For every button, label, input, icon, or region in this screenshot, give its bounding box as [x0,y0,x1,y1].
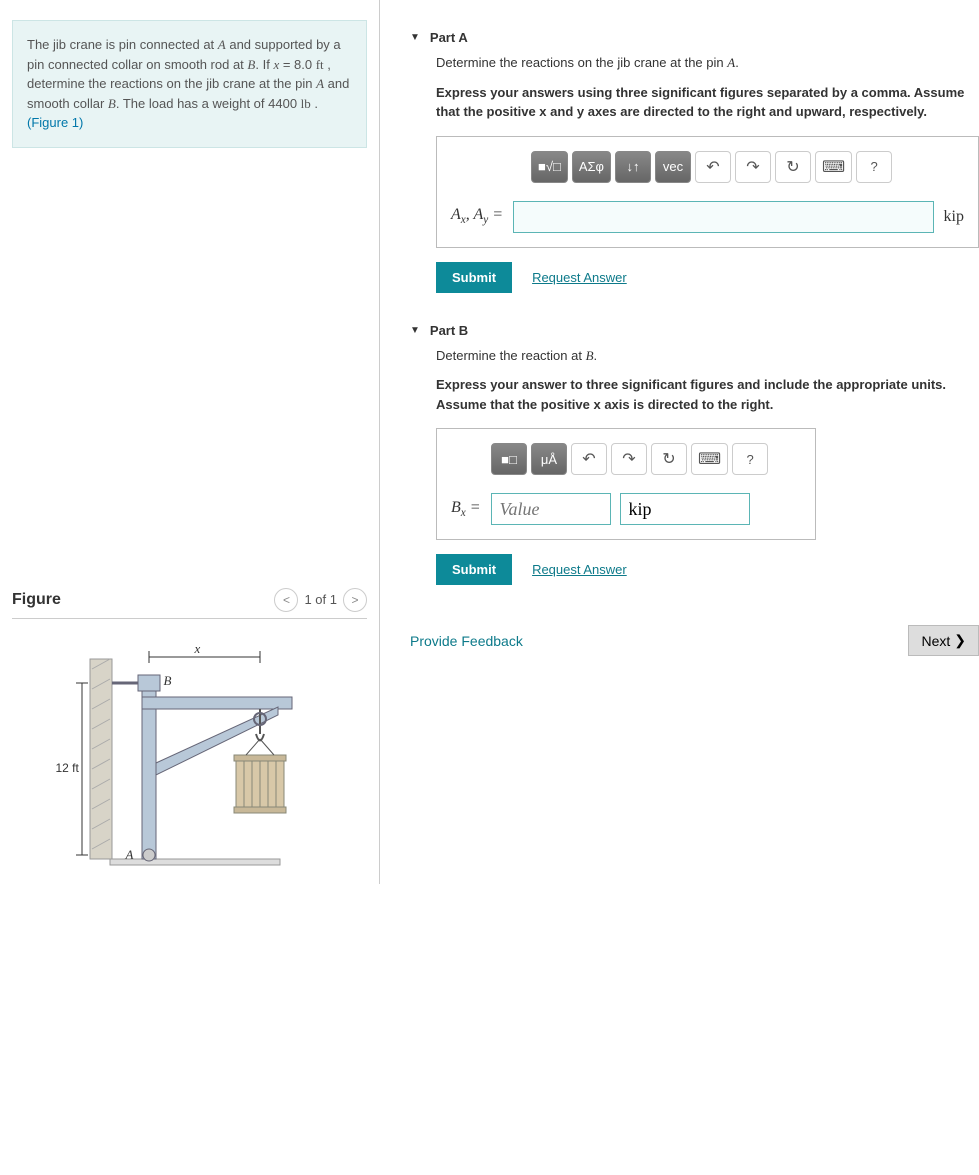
reset-button[interactable]: ↻ [775,151,811,183]
keyboard-button[interactable]: ⌨ [815,151,852,183]
redo-button[interactable]: ↷ [735,151,771,183]
problem-statement: The jib crane is pin connected at A and … [12,20,367,148]
problem-text: . [311,96,318,111]
templates-button[interactable]: ■□ [491,443,527,475]
chevron-right-icon: ❯ [954,632,966,649]
undo-icon: ↶ [582,449,595,469]
var-B: B [108,96,116,111]
undo-button[interactable]: ↶ [571,443,607,475]
reset-icon: ↻ [662,449,675,469]
part-a-request-answer-link[interactable]: Request Answer [532,270,627,285]
problem-text: . If [255,57,273,72]
redo-button[interactable]: ↷ [611,443,647,475]
part-b-question: Determine the reaction at B. [436,346,979,366]
next-button[interactable]: Next ❯ [908,625,979,656]
part-a-answer-input[interactable] [513,201,934,233]
unit-lb: lb [301,96,311,111]
part-b-unit-input[interactable] [620,493,750,525]
caret-down-icon: ▼ [410,325,420,336]
part-a-var-label: Ax, Ay = [451,206,503,226]
var-A: A [218,37,226,52]
part-a-title: Part A [430,30,468,45]
var-A: A [316,76,324,91]
figure-nav: < 1 of 1 > [274,588,367,612]
part-a-unit: kip [944,208,964,226]
figure-link[interactable]: (Figure 1) [27,115,83,130]
part-b-request-answer-link[interactable]: Request Answer [532,562,627,577]
label-12ft: 12 ft [56,761,79,775]
figure-nav-text: 1 of 1 [304,592,337,607]
keyboard-icon: ⌨ [698,449,721,469]
figure-next-button[interactable]: > [343,588,367,612]
part-b-instruction: Express your answer to three significant… [436,375,979,414]
provide-feedback-link[interactable]: Provide Feedback [410,633,523,649]
part-b-answer-box: ■□ μÅ ↶ ↷ ↻ ⌨ ? Bx = [436,428,816,540]
label-x: x [195,641,201,657]
help-button[interactable]: ? [732,443,768,475]
keyboard-button[interactable]: ⌨ [691,443,728,475]
reset-button[interactable]: ↻ [651,443,687,475]
label-B: B [164,673,172,689]
figure-prev-button[interactable]: < [274,588,298,612]
redo-icon: ↷ [746,157,759,177]
redo-icon: ↷ [622,449,635,469]
help-button[interactable]: ? [856,151,892,183]
part-b-var-label: Bx = [451,499,481,519]
unit-ft: ft [316,57,324,72]
vec-button[interactable]: vec [655,151,691,183]
part-a-answer-box: ■√□ ΑΣφ ↓↑ vec ↶ ↷ ↻ ⌨ ? Ax, Ay = kip [436,136,979,248]
problem-text: The jib crane is pin connected at [27,37,218,52]
part-b-submit-button[interactable]: Submit [436,554,512,585]
part-a-instruction: Express your answers using three signifi… [436,83,979,122]
part-a-question: Determine the reactions on the jib crane… [436,53,979,73]
figure-diagram: x B A 12 ft [60,639,320,884]
part-a-submit-button[interactable]: Submit [436,262,512,293]
subsup-button[interactable]: ↓↑ [615,151,651,183]
templates-button[interactable]: ■√□ [531,151,568,183]
label-A: A [126,847,134,863]
part-a-header[interactable]: ▼ Part A [410,0,979,53]
part-b-header[interactable]: ▼ Part B [410,293,979,346]
greek-button[interactable]: ΑΣφ [572,151,611,183]
problem-text: . The load has a weight of 4400 [116,96,301,111]
part-b-title: Part B [430,323,468,338]
undo-button[interactable]: ↶ [695,151,731,183]
keyboard-icon: ⌨ [822,157,845,177]
problem-text: = 8.0 [279,57,316,72]
reset-icon: ↻ [786,157,799,177]
units-button[interactable]: μÅ [531,443,567,475]
part-b-value-input[interactable] [491,493,611,525]
undo-icon: ↶ [706,157,719,177]
caret-down-icon: ▼ [410,32,420,43]
figure-title: Figure [12,591,61,609]
